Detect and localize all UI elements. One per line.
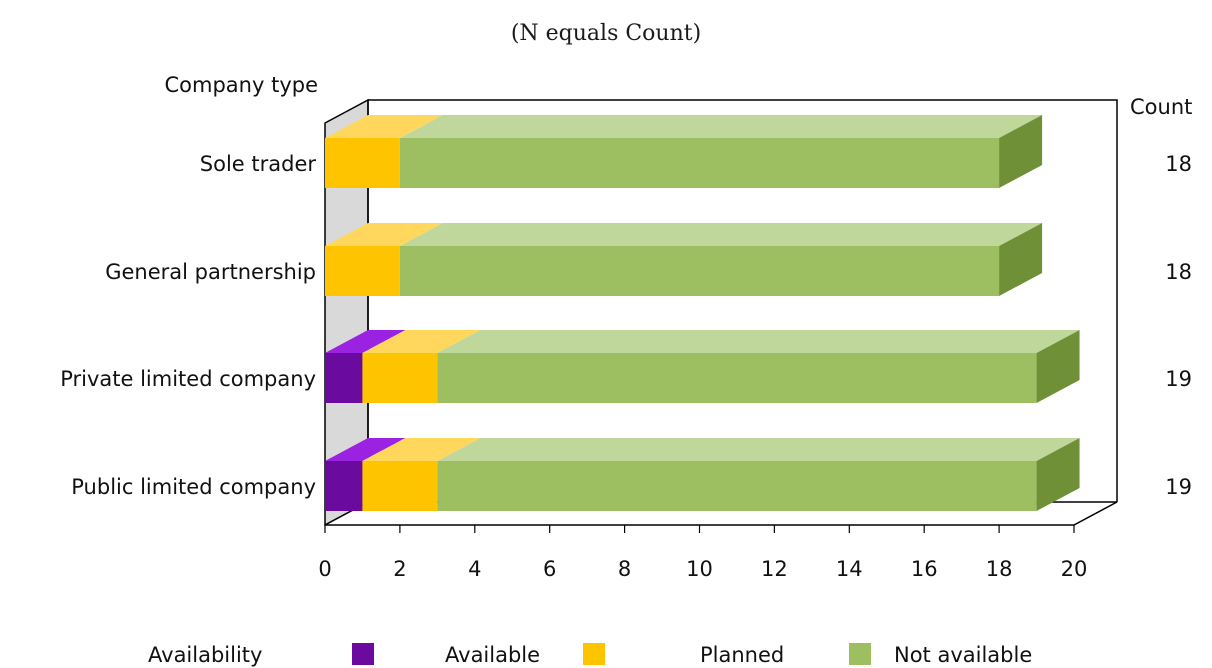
category-label: Private limited company [60,367,316,391]
bar-general-partnership-planned [325,223,443,296]
bar-front [362,353,438,403]
bar-top [325,223,443,246]
category-labels: Sole trader General partnership Private li… [60,152,316,499]
bar-front [362,461,438,511]
bar-public-limited-company-available [325,438,406,511]
bar-front [325,461,363,511]
bar-top [437,438,1080,461]
count-labels: 18 18 19 19 [1165,152,1192,499]
x-axis: 0 2 4 6 8 10 12 14 16 18 20 [318,525,1087,581]
legend-swatch-planned [583,643,605,665]
bar-front [325,246,400,296]
bar-top [399,115,1043,138]
legend-label-not-available: Not available [894,643,1032,667]
bar-top [362,438,481,461]
x-tick-label: 14 [836,557,863,581]
bar-front [325,353,363,403]
x-tick-label: 8 [618,557,631,581]
count-column-title: Count [1130,95,1192,119]
legend: Availability Available Planned Not availab… [148,643,1032,667]
bar-top [399,223,1043,246]
bar-side [1036,438,1080,511]
bar-sole-trader-not-available [399,115,1043,188]
bar-front [437,353,1037,403]
legend-title: Availability [148,643,262,667]
count-value: 19 [1165,367,1192,391]
bar-side [999,223,1043,296]
category-label: General partnership [105,260,316,284]
legend-label-available: Available [445,643,540,667]
category-label: Public limited company [71,475,316,499]
legend-label-planned: Planned [700,643,784,667]
x-tick-label: 4 [468,557,481,581]
bar-top [325,115,443,138]
bar-front [399,246,1000,296]
bar-side [999,115,1043,188]
bar-top [362,330,481,353]
bar-top [325,438,406,461]
bar-public-limited-company-not-available [437,438,1080,511]
x-tick-label: 10 [686,557,713,581]
x-tick-label: 18 [986,557,1013,581]
bar-side [1036,330,1080,403]
legend-swatch-available [352,643,374,665]
bar-front [399,138,1000,188]
y-axis-title: Company type [165,73,319,97]
bar-private-limited-company-planned [362,330,481,403]
bar-public-limited-company-planned [362,438,481,511]
legend-swatch-not-available [849,643,871,665]
bar-top [325,330,406,353]
bar-front [437,461,1037,511]
count-value: 19 [1165,475,1192,499]
bars-group [325,115,1080,511]
back-wall [367,99,1118,502]
bar-private-limited-company-available [325,330,406,403]
bar-private-limited-company-not-available [437,330,1080,403]
bar-sole-trader-planned [325,115,443,188]
bar-top [437,330,1080,353]
count-value: 18 [1165,152,1192,176]
bar-general-partnership-not-available [399,223,1043,296]
x-tick-label: 20 [1061,557,1088,581]
x-tick-label: 0 [318,557,331,581]
bar-front [325,138,400,188]
category-label: Sole trader [200,152,317,176]
x-tick-label: 16 [911,557,938,581]
count-value: 18 [1165,260,1192,284]
chart-subtitle: (N equals Count) [511,21,701,46]
x-tick-label: 12 [761,557,788,581]
x-tick-label: 6 [543,557,556,581]
x-tick-label: 2 [393,557,406,581]
